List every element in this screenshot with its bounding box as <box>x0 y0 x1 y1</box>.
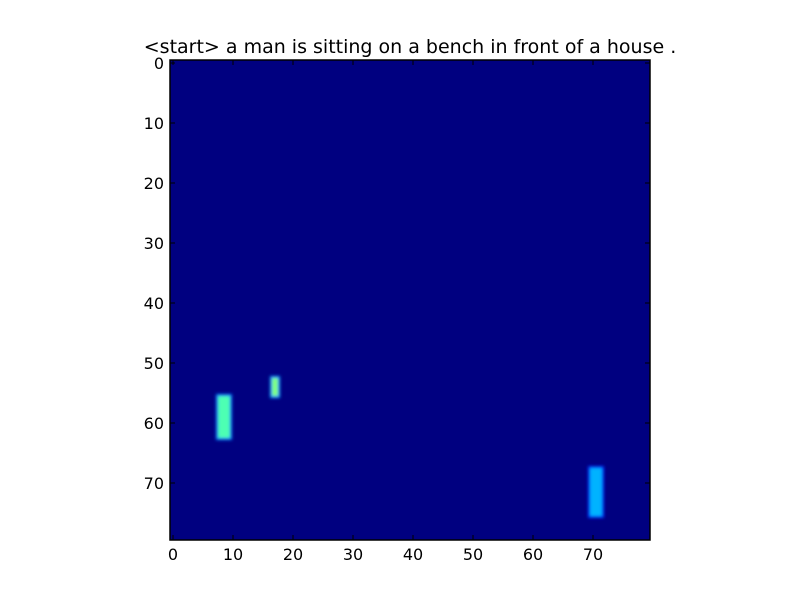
y-tick-label: 40 <box>144 294 164 313</box>
x-tick-label: 70 <box>583 545 603 564</box>
hotspot-3 <box>590 468 602 516</box>
x-tick-label: 20 <box>283 545 303 564</box>
x-tick-label: 60 <box>523 545 543 564</box>
y-axis: 0 10 20 30 40 50 60 70 <box>144 54 650 493</box>
heatmap-background <box>170 60 650 540</box>
y-tick-label: 0 <box>154 54 164 73</box>
y-tick-label: 70 <box>144 474 164 493</box>
plot-frame <box>169 59 651 541</box>
y-tick-label: 60 <box>144 414 164 433</box>
y-tick-label: 20 <box>144 174 164 193</box>
x-tick-label: 0 <box>168 545 178 564</box>
hotspot-1 <box>218 396 230 438</box>
x-tick-label: 50 <box>463 545 483 564</box>
x-tick-label: 10 <box>223 545 243 564</box>
hotspot-2 <box>272 378 278 396</box>
x-tick-label: 30 <box>343 545 363 564</box>
heatmap-plot-area <box>169 59 651 541</box>
chart-title: <start> a man is sitting on a bench in f… <box>144 36 676 58</box>
x-tick-label: 40 <box>403 545 423 564</box>
hotspot-layer <box>216 376 604 518</box>
x-axis: 0 10 20 30 40 50 60 70 <box>168 60 603 564</box>
y-tick-label: 50 <box>144 354 164 373</box>
y-tick-label: 30 <box>144 234 164 253</box>
y-tick-label: 10 <box>144 114 164 133</box>
